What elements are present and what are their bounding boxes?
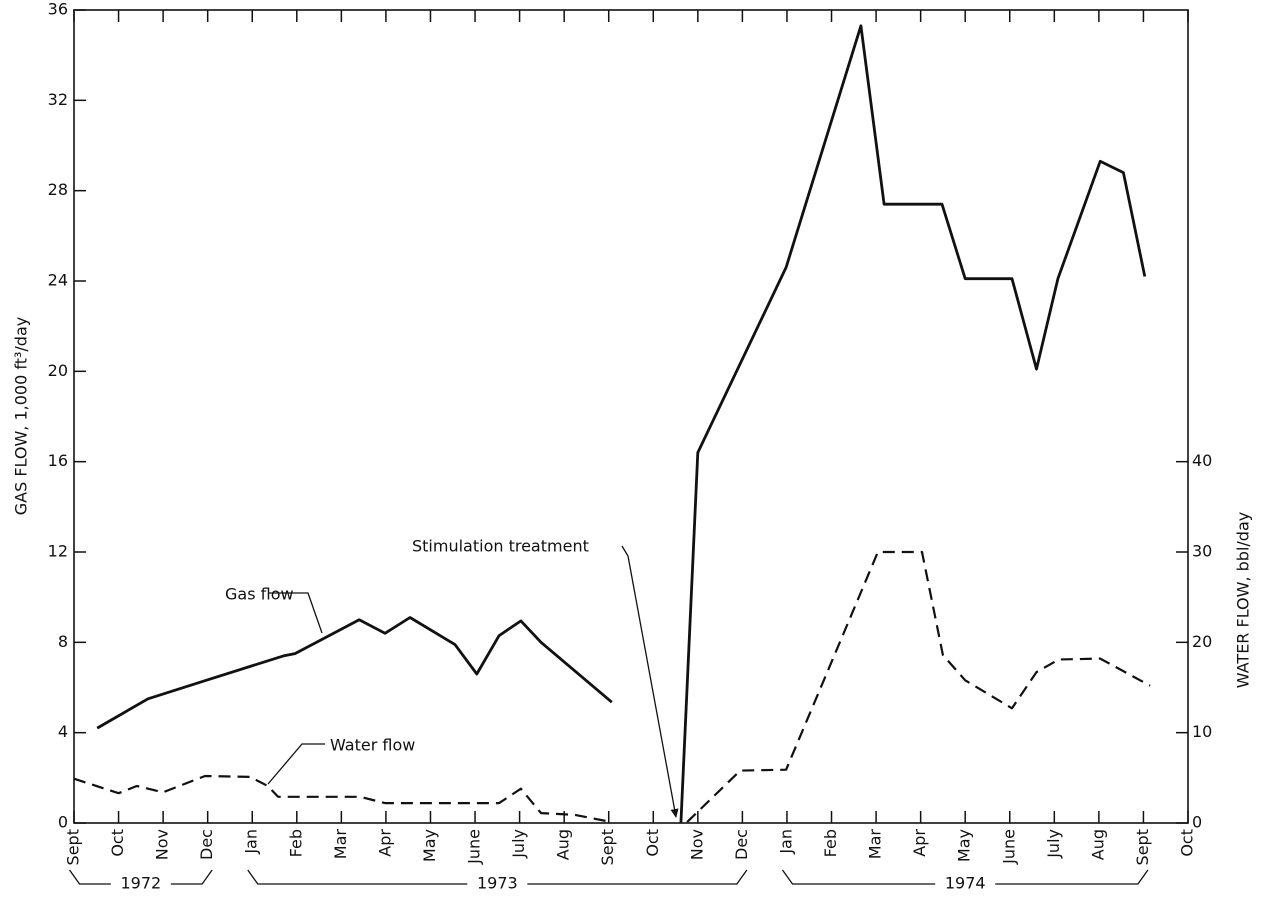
x-tick-label: July (1044, 829, 1063, 859)
x-tick-label: June (465, 829, 484, 865)
x-tick-label: Aug (554, 829, 573, 860)
x-tick-label: Oct (1178, 829, 1197, 857)
year-label: 1973 (477, 874, 518, 893)
x-tick-label: Nov (153, 829, 172, 860)
x-tick-label: Jan (242, 829, 261, 855)
y-tick-label: 24 (48, 271, 68, 290)
x-tick-label: Apr (375, 829, 394, 857)
annotation: Stimulation treatment (412, 537, 589, 556)
x-tick-label: Oct (108, 829, 127, 857)
x-tick-label: May (955, 829, 974, 862)
year-bracket (69, 869, 213, 885)
year-bracket (247, 869, 748, 885)
series-line (73, 550, 1151, 824)
x-tick-label: Mar (866, 829, 885, 860)
x-tick-label: Sept (64, 829, 83, 865)
y2-tick-label: 40 (1192, 451, 1212, 470)
x-tick-label: Mar (331, 829, 350, 860)
year-label: 1974 (945, 874, 986, 893)
x-tick-label: Apr (910, 829, 929, 857)
x-tick-label: Aug (1088, 829, 1107, 860)
x-tick-label: Dec (732, 829, 751, 860)
year-label: 1972 (120, 874, 161, 893)
y2-axis-label: WATER FLOW, bbl/day (1234, 512, 1253, 688)
y-tick-label: 20 (48, 361, 68, 380)
x-tick-label: Oct (643, 829, 662, 857)
y-tick-label: 8 (58, 632, 68, 651)
x-tick-label: July (509, 829, 528, 859)
y-tick-label: 32 (48, 90, 68, 109)
y-tick-label: 0 (58, 813, 68, 832)
y2-tick-label: 0 (1192, 813, 1202, 832)
series-line (96, 24, 1147, 824)
year-bracket (781, 869, 1149, 885)
annotation-leader (621, 545, 679, 818)
x-tick-label: Dec (197, 829, 216, 860)
x-tick-label: May (420, 829, 439, 862)
y-tick-label: 16 (48, 451, 68, 470)
x-tick-label: Sept (598, 829, 617, 865)
y-tick-label: 36 (48, 0, 68, 19)
y2-tick-label: 30 (1192, 542, 1212, 561)
annotation-leader (267, 743, 325, 785)
y-tick-label: 4 (58, 722, 68, 741)
y2-tick-label: 20 (1192, 632, 1212, 651)
x-tick-label: Feb (286, 829, 305, 857)
x-tick-label: Sept (1133, 829, 1152, 865)
x-tick-label: Feb (821, 829, 840, 857)
plot-frame (73, 9, 1189, 824)
y2-tick-label: 10 (1192, 722, 1212, 741)
annotation: Water flow (330, 736, 415, 755)
y-tick-label: 28 (48, 180, 68, 199)
x-tick-label: Nov (687, 829, 706, 860)
y-axis-label: GAS FLOW, 1,000 ft³/day (12, 317, 31, 515)
annotation-leader (268, 592, 323, 634)
x-tick-label: Jan (776, 829, 795, 855)
annotation: Gas flow (225, 585, 294, 604)
x-tick-label: June (999, 829, 1018, 865)
y-tick-label: 12 (48, 542, 68, 561)
